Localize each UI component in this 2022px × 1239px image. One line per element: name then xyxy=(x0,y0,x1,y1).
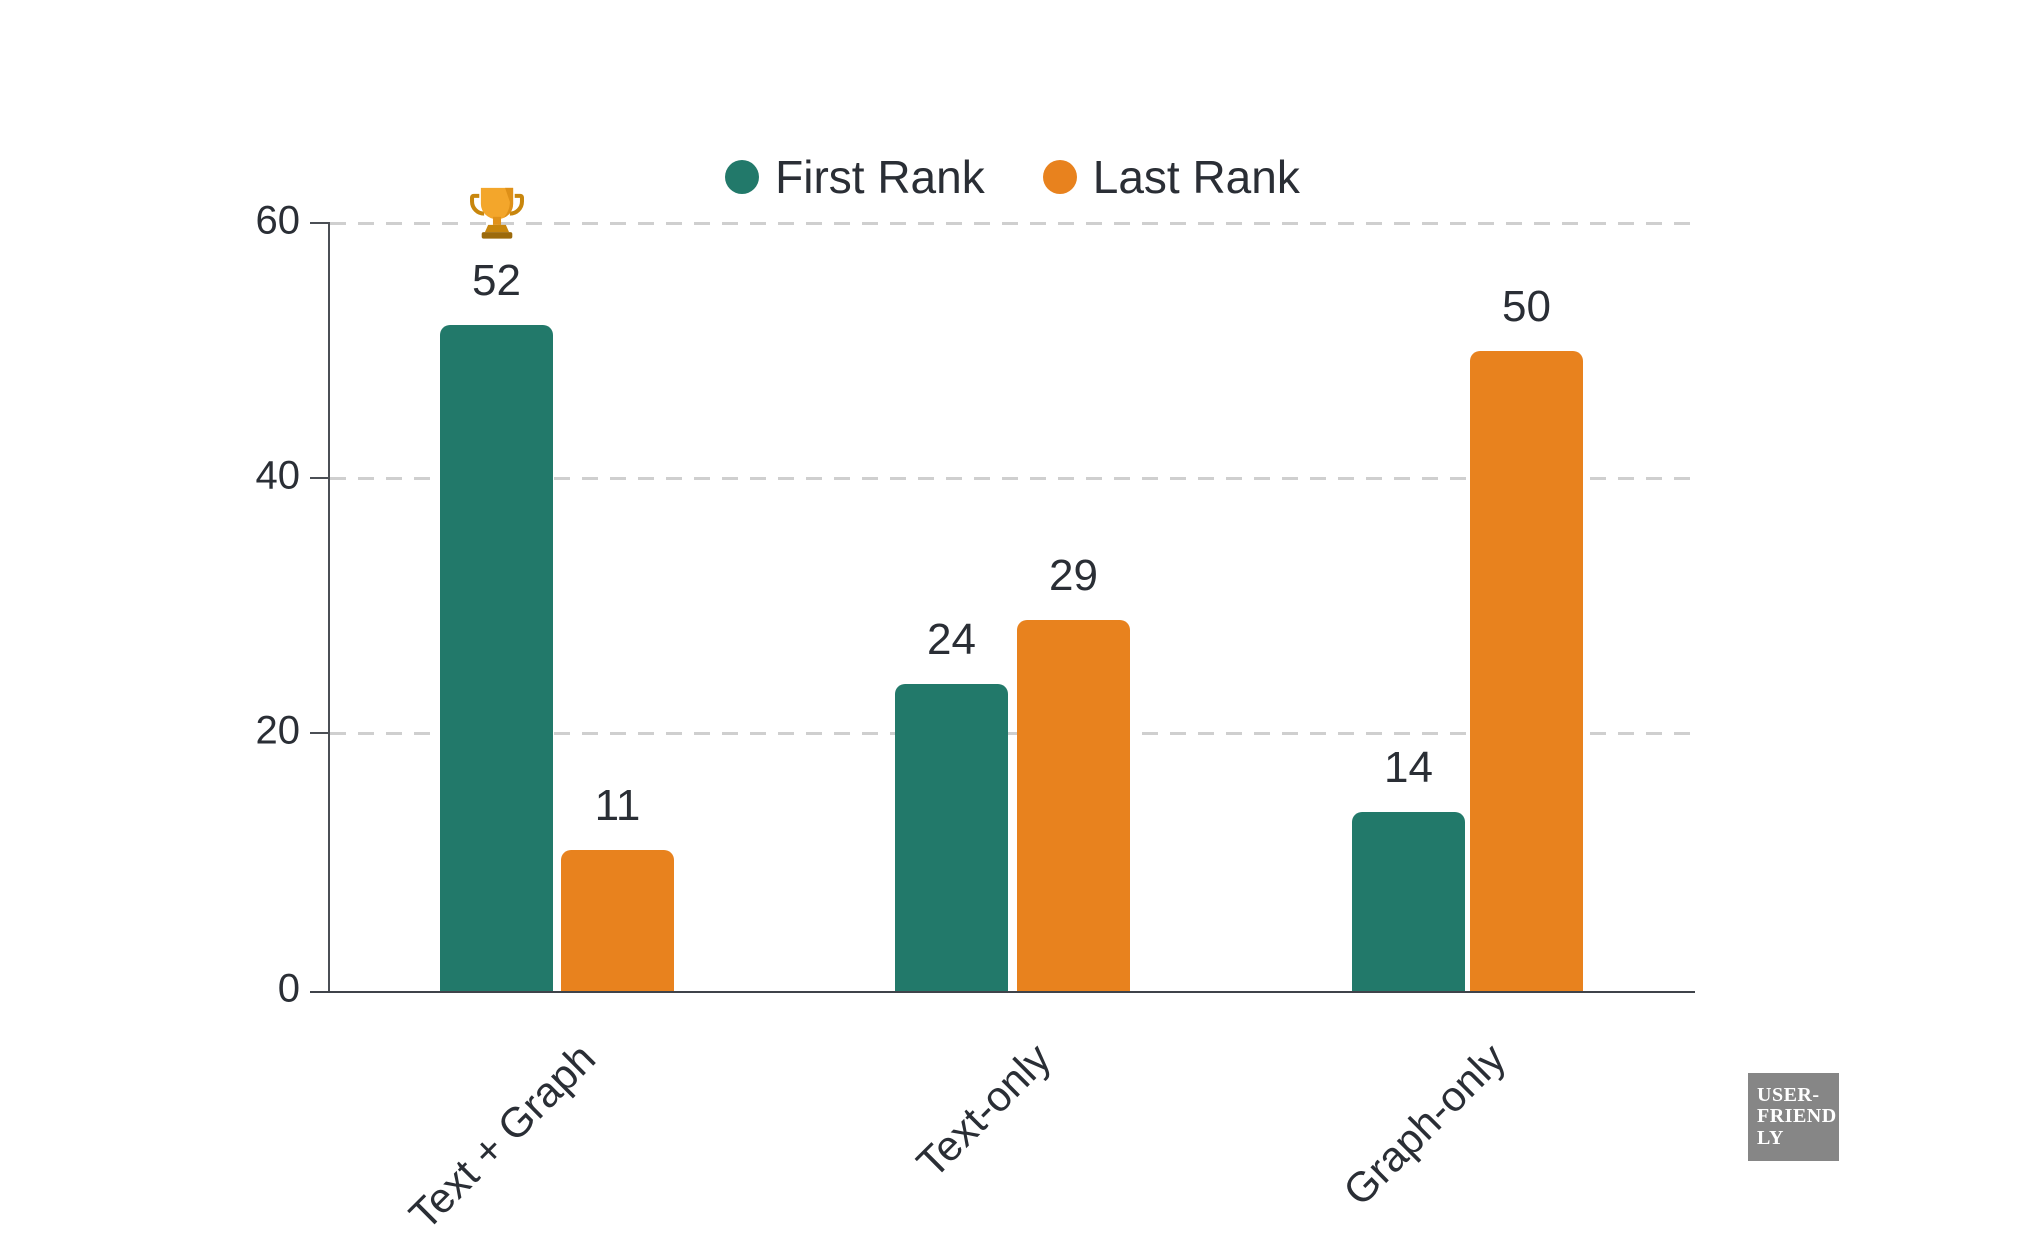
bar-first-rank-text-only: 24 xyxy=(895,617,1008,991)
y-tick-label-0: 0 xyxy=(277,966,300,1011)
bar-first-rank-text-plus-graph: 52 xyxy=(440,188,553,991)
tick-mark xyxy=(310,222,330,224)
watermark-line: LY xyxy=(1757,1126,1784,1149)
bar-fill xyxy=(1352,811,1465,991)
legend-item-last-rank: Last Rank xyxy=(1042,150,1300,204)
bar-fill xyxy=(1470,351,1583,991)
bar-value-label: 14 xyxy=(1384,742,1433,792)
legend-label-first-rank: First Rank xyxy=(775,151,985,203)
bar-value-label: 24 xyxy=(927,614,976,664)
bar-fill xyxy=(1017,619,1130,991)
y-tick-label-60: 60 xyxy=(255,198,301,243)
watermark-userfriendly: USER- FRIEND LY xyxy=(1748,1073,1839,1161)
bar-value-label: 29 xyxy=(1049,550,1098,600)
y-tick-label-40: 40 xyxy=(255,453,301,498)
bar-value-label: 11 xyxy=(594,781,641,831)
legend-dot-last-rank xyxy=(1042,160,1077,194)
tick-mark xyxy=(310,732,330,734)
watermark-line: USER- xyxy=(1757,1084,1820,1107)
legend-item-first-rank: First Rank xyxy=(725,150,985,204)
x-tick-label: Text + Graph xyxy=(400,1034,605,1239)
bar-value-label: 52 xyxy=(472,256,521,306)
y-tick-label-20: 20 xyxy=(255,708,301,753)
gridline-40 xyxy=(330,477,1695,480)
bar-value-label: 50 xyxy=(1502,282,1551,331)
bar-last-rank-text-only: 29 xyxy=(1017,553,1130,991)
gridline-20 xyxy=(330,732,1695,735)
tick-mark xyxy=(310,477,330,479)
bar-fill xyxy=(561,850,674,991)
x-tick-label: Graph-only xyxy=(1334,1034,1515,1215)
trophy-icon xyxy=(468,183,526,241)
bar-fill xyxy=(895,683,1008,991)
gridline-60 xyxy=(330,222,1695,225)
bar-last-rank-text-plus-graph: 11 xyxy=(561,784,674,991)
x-axis-line xyxy=(310,991,1695,993)
bar-first-rank-graph-only: 14 xyxy=(1352,745,1465,991)
bar-last-rank-graph-only: 50 xyxy=(1470,285,1583,991)
chart-legend: First Rank Last Rank xyxy=(330,150,1695,204)
y-axis-line xyxy=(328,223,330,991)
legend-label-last-rank: Last Rank xyxy=(1092,151,1300,203)
bar-fill xyxy=(440,325,553,991)
plot-area: 60 40 20 0 xyxy=(256,188,1695,1238)
x-tick-label: Text-only xyxy=(907,1034,1060,1187)
legend-dot-first-rank xyxy=(725,160,760,194)
watermark-line: FRIEND xyxy=(1757,1105,1837,1128)
